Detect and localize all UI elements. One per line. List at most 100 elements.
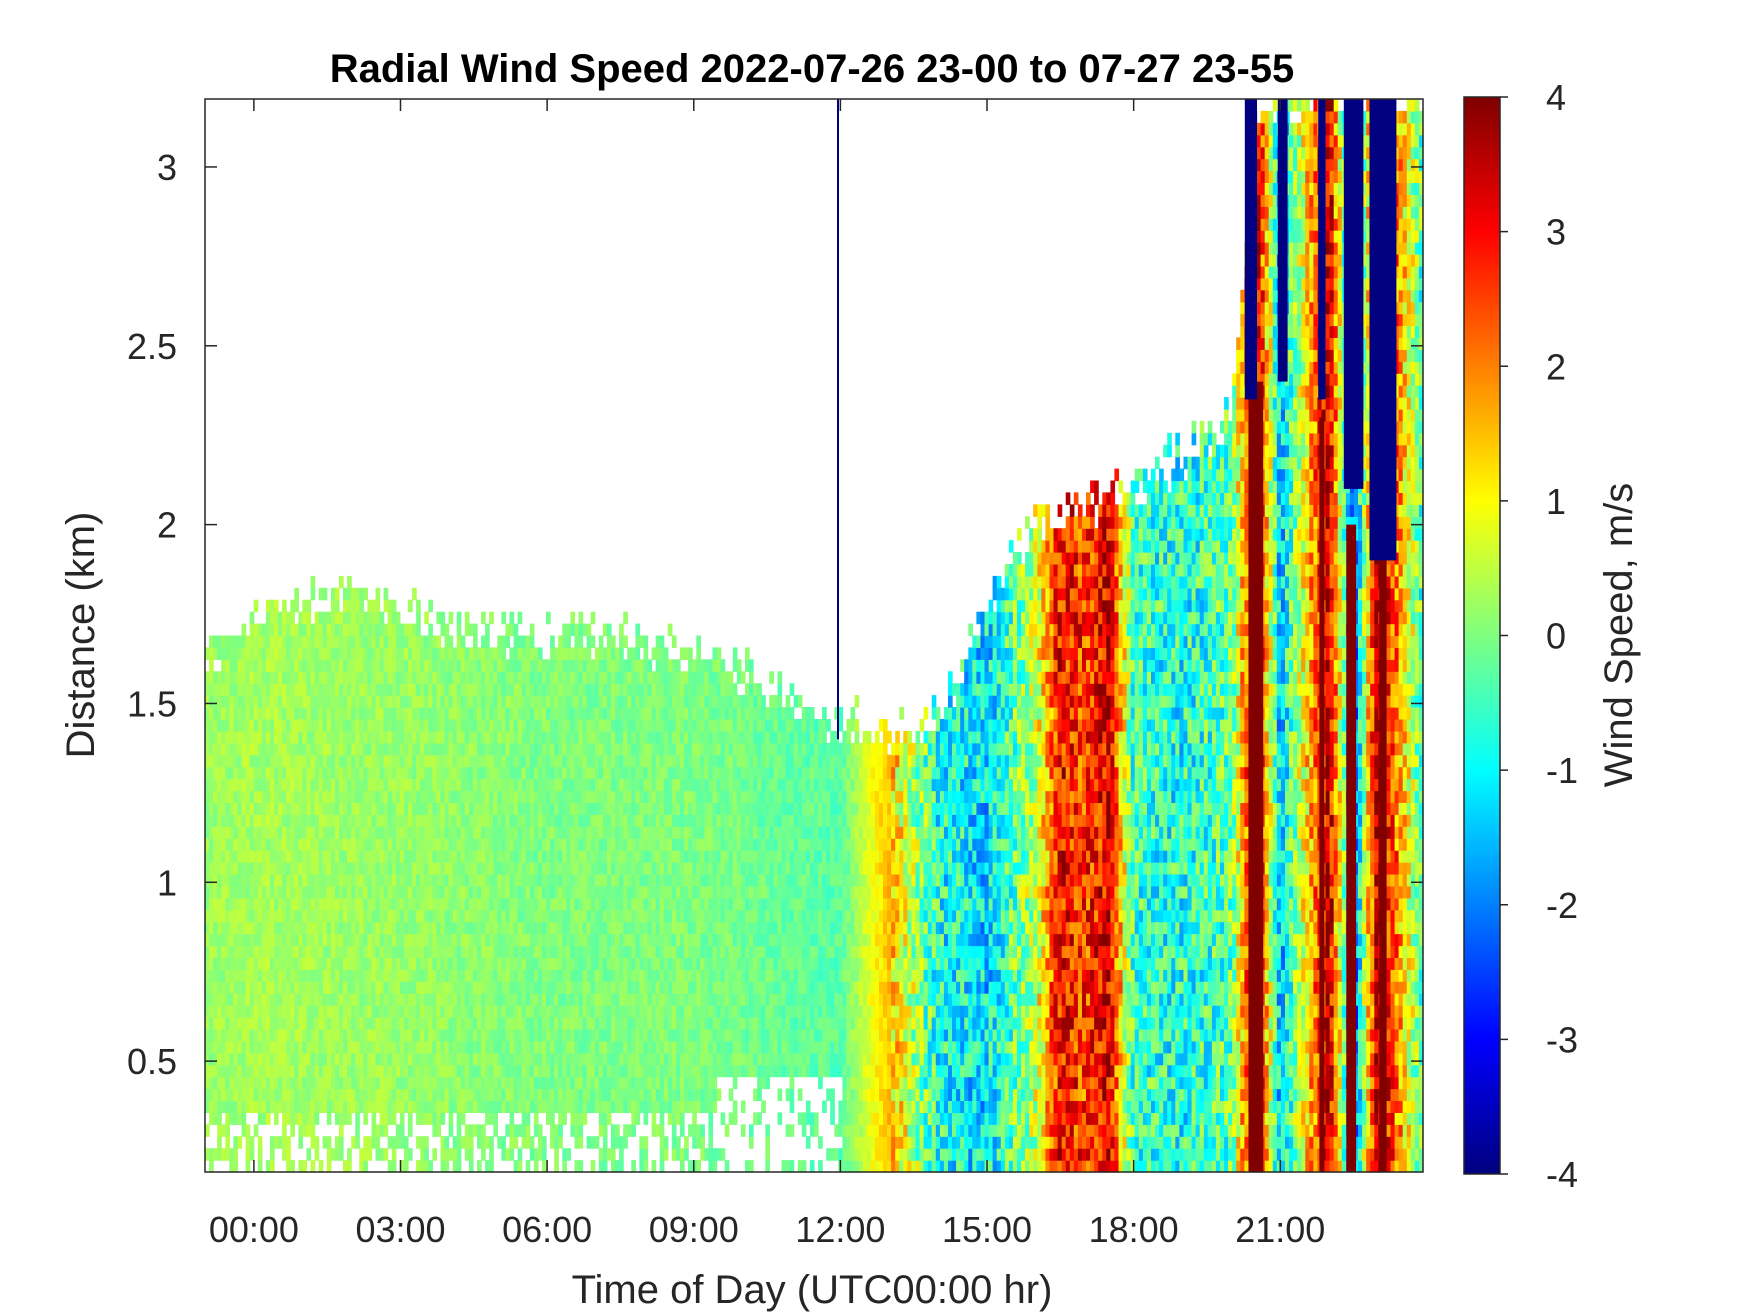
heatmap-cell [253, 981, 259, 994]
heatmap-cell [562, 754, 567, 768]
heatmap-cell [529, 683, 535, 696]
heatmap-cell [663, 719, 669, 732]
heatmap-cell [460, 719, 466, 732]
heatmap-cell [403, 802, 409, 815]
heatmap-cell [582, 671, 588, 684]
heatmap-cell [334, 599, 340, 613]
heatmap-cell [623, 933, 628, 947]
heatmap-cell [351, 695, 356, 708]
heatmap-cell [290, 945, 295, 959]
heatmap-cell [274, 719, 279, 732]
heatmap-cell [639, 1028, 645, 1042]
heatmap-cell [481, 1005, 486, 1018]
heatmap-cell [245, 1160, 251, 1173]
heatmap-cell [225, 957, 230, 970]
heatmap-cell [233, 671, 239, 684]
heatmap-cell [221, 1124, 226, 1137]
heatmap-cell [205, 707, 210, 720]
heatmap-cell [497, 659, 502, 672]
heatmap-cell [554, 838, 559, 851]
heatmap-cell [574, 897, 580, 911]
heatmap-cell [554, 933, 559, 947]
heatmap-cell [598, 885, 604, 899]
heatmap-cell [655, 945, 661, 959]
heatmap-cell [233, 802, 239, 815]
heatmap-cell [521, 862, 527, 875]
heatmap-cell [347, 1052, 352, 1066]
heatmap-cell [355, 1076, 360, 1090]
heatmap-cell [424, 695, 429, 708]
heatmap-cell [412, 1017, 417, 1030]
heatmap-cell [460, 814, 466, 827]
heatmap-cell [326, 981, 332, 994]
heatmap-cell [282, 933, 287, 947]
heatmap-cell [257, 623, 263, 637]
heatmap-cell [550, 707, 555, 720]
heatmap-cell [237, 957, 243, 970]
heatmap-cell [464, 647, 470, 660]
heatmap-cell [513, 623, 519, 637]
heatmap-cell [562, 659, 567, 672]
heatmap-cell [578, 1160, 584, 1173]
heatmap-cell [314, 885, 320, 899]
heatmap-cell [537, 885, 543, 899]
heatmap-cell [209, 1112, 214, 1125]
heatmap-cell [229, 683, 235, 696]
heatmap-cell [436, 873, 442, 887]
heatmap-cell [505, 802, 511, 815]
heatmap-cell [432, 683, 438, 696]
heatmap-cell [619, 885, 624, 899]
heatmap-cell [501, 790, 507, 804]
heatmap-cell [286, 1076, 291, 1090]
heatmap-cell [643, 730, 649, 744]
heatmap-cell [517, 730, 523, 744]
heatmap-cell [582, 719, 588, 732]
heatmap-cell [631, 1052, 636, 1066]
heatmap-cell [367, 778, 373, 792]
heatmap-cell [619, 1148, 624, 1161]
heatmap-cell [395, 897, 401, 911]
heatmap-cell [639, 850, 645, 863]
heatmap-cell [367, 838, 373, 851]
heatmap-cell [448, 969, 454, 982]
heatmap-cell [233, 1040, 239, 1054]
heatmap-cell [460, 778, 466, 792]
heatmap-cell [395, 1017, 401, 1030]
heatmap-cell [432, 719, 438, 732]
heatmap-cell [265, 885, 271, 899]
heatmap-cell [334, 838, 340, 851]
heatmap-cell [347, 647, 352, 660]
heatmap-cell [314, 635, 320, 649]
heatmap-cell [306, 1088, 312, 1102]
heatmap-cell [412, 838, 417, 851]
heatmap-cell [355, 1100, 360, 1114]
heatmap-cell [639, 659, 645, 672]
heatmap-cell [347, 993, 352, 1006]
heatmap-cell [513, 742, 519, 756]
heatmap-cell [347, 587, 352, 601]
heatmap-cell [456, 1076, 462, 1090]
heatmap-cell [237, 635, 243, 649]
heatmap-cell [566, 1040, 571, 1054]
heatmap-cell [477, 1028, 482, 1042]
heatmap-cell [452, 1148, 458, 1161]
heatmap-cell [635, 1052, 641, 1066]
heatmap-cell [359, 611, 364, 625]
heatmap-cell [286, 850, 291, 863]
heatmap-cell [489, 659, 494, 672]
heatmap-cell [647, 1028, 653, 1042]
heatmap-cell [647, 671, 653, 684]
heatmap-cell [306, 1076, 312, 1090]
heatmap-cell [481, 957, 486, 970]
heatmap-cell [566, 707, 571, 720]
heatmap-cell [477, 1040, 482, 1054]
heatmap-cell [249, 1148, 255, 1161]
heatmap-cell [428, 671, 433, 684]
heatmap-cell [408, 707, 413, 720]
heatmap-cell [598, 921, 604, 935]
heatmap-cell [322, 623, 328, 637]
heatmap-cell [513, 730, 519, 744]
heatmap-cell [347, 1088, 352, 1102]
heatmap-cell [326, 933, 332, 947]
heatmap-cell [213, 802, 218, 815]
